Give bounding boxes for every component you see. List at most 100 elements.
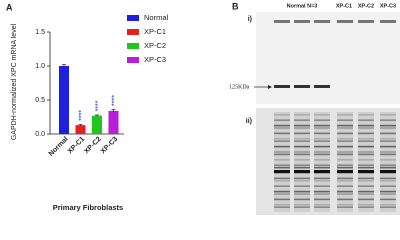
lane [294, 112, 310, 212]
band [294, 166, 310, 169]
legend-swatch [127, 15, 139, 21]
y-tick-label: 1.0 [35, 63, 45, 70]
band [337, 140, 353, 142]
band [274, 206, 290, 208]
band [294, 124, 310, 127]
band [274, 151, 290, 153]
band [274, 180, 290, 182]
band [294, 164, 310, 166]
band [380, 138, 396, 140]
legend-label: XP-C1 [144, 27, 166, 36]
band [380, 124, 396, 127]
panel-label: A [6, 2, 13, 12]
band [314, 166, 330, 169]
band [294, 132, 310, 135]
band [337, 114, 353, 116]
legend-swatch [127, 43, 139, 49]
lane [274, 112, 290, 212]
significance: **** [111, 95, 118, 106]
band [274, 119, 290, 121]
band [314, 151, 330, 153]
band [294, 180, 310, 182]
band [274, 138, 290, 140]
band [294, 193, 310, 195]
band [294, 138, 310, 140]
band [380, 180, 396, 182]
band [274, 132, 290, 135]
band [337, 20, 353, 23]
band [274, 185, 290, 187]
band [314, 164, 330, 166]
band [380, 119, 396, 121]
band [274, 190, 290, 193]
band [337, 145, 353, 148]
blot: i) ii) 125KDa Normal N=3 XP-C1 XP-C2 XP-… [229, 3, 400, 215]
band [358, 145, 374, 148]
band [294, 140, 310, 142]
band [380, 159, 396, 161]
lane-label: XP-C2 [358, 3, 374, 9]
lane [380, 112, 396, 212]
band [314, 204, 330, 206]
band [314, 145, 330, 148]
band [337, 185, 353, 187]
band [294, 85, 310, 88]
significance: **** [95, 100, 102, 111]
band [274, 193, 290, 195]
band [358, 180, 374, 182]
lane [337, 112, 353, 212]
band [274, 204, 290, 206]
band [358, 185, 374, 187]
lane [314, 112, 330, 212]
band [274, 20, 290, 23]
legend-swatch [127, 57, 139, 63]
band [337, 166, 353, 169]
band [294, 170, 310, 173]
band [274, 170, 290, 173]
band [337, 177, 353, 180]
band [294, 204, 310, 206]
band [358, 166, 374, 169]
significance: **** [78, 110, 85, 121]
band [337, 132, 353, 135]
blot-part-label: i) [248, 16, 252, 23]
band [274, 166, 290, 169]
blot-membrane [256, 12, 400, 104]
band [274, 124, 290, 127]
y-axis-label: GAPDH-normalized XPC mRNA level [11, 23, 18, 140]
band [314, 114, 330, 116]
band [358, 114, 374, 116]
band [314, 140, 330, 142]
legend-label: XP-C3 [144, 55, 166, 64]
band [314, 159, 330, 161]
band [314, 119, 330, 121]
x-tick-label: XP-C2 [83, 136, 103, 156]
band [358, 206, 374, 208]
band [314, 124, 330, 127]
band [274, 198, 290, 201]
band [337, 170, 353, 173]
band [380, 153, 396, 156]
band [294, 177, 310, 180]
band [337, 119, 353, 121]
legend-label: Normal [144, 13, 169, 22]
band [294, 151, 310, 153]
band [294, 185, 310, 187]
band [358, 164, 374, 166]
band [294, 159, 310, 161]
band [358, 151, 374, 153]
band [380, 114, 396, 116]
band [337, 180, 353, 182]
band [380, 151, 396, 153]
band [358, 204, 374, 206]
band [314, 153, 330, 156]
band [274, 127, 290, 129]
lane [358, 112, 374, 212]
band [294, 119, 310, 121]
band [380, 185, 396, 187]
band [314, 177, 330, 180]
band [337, 153, 353, 156]
band [274, 153, 290, 156]
band [314, 193, 330, 195]
x-tick-label: XP-C1 [67, 136, 87, 156]
